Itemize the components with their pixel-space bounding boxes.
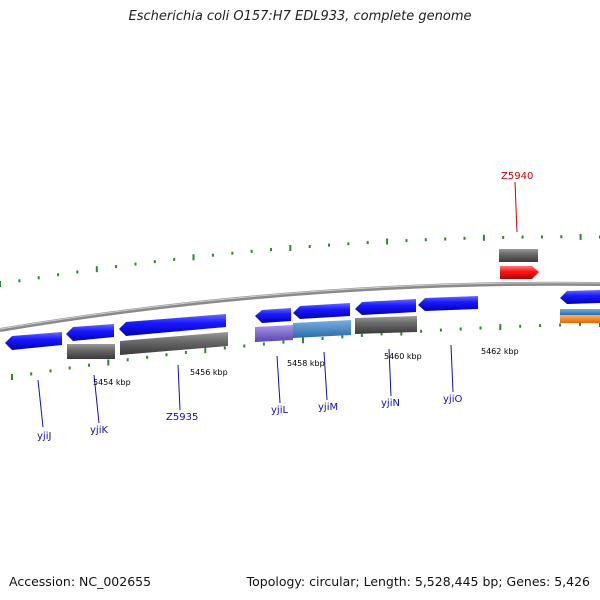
inner-tick-ring (11, 321, 600, 380)
feature-box-z5935 (120, 332, 228, 355)
leader-yjio (450, 344, 454, 393)
leader-z5940 (514, 181, 518, 233)
feature-box-right-steel (560, 309, 600, 315)
gene-label-z5935[interactable]: Z5935 (166, 412, 198, 423)
leader-yjim (323, 351, 328, 401)
gene-arrow-yjil[interactable] (255, 308, 291, 323)
feature-box-yjik (67, 344, 115, 359)
feature-track-boxes (67, 249, 600, 359)
gene-leader-lines (37, 181, 518, 428)
gene-label-yjik[interactable]: yjiK (90, 425, 108, 436)
gene-label-yjin[interactable]: yjiN (381, 398, 400, 409)
map-title: Escherichia coli O157:H7 EDL933, complet… (128, 9, 472, 24)
gene-label-yjij[interactable]: yjiJ (37, 431, 51, 442)
gene-arrow-yjik[interactable] (66, 324, 114, 341)
gene-arrow-yjin[interactable] (355, 299, 416, 315)
scale-label-5456: 5456 kbp (190, 368, 228, 377)
feature-box-yjim-steel (293, 320, 351, 338)
leader-yjin (388, 348, 392, 397)
leader-yjil (276, 355, 281, 404)
outer-tick-ring (0, 233, 600, 287)
scale-label-5458: 5458 kbp (287, 359, 325, 368)
gene-arrow-z5940[interactable] (500, 266, 539, 279)
gene-label-z5940[interactable]: Z5940 (501, 171, 533, 182)
leader-yjik (93, 374, 100, 424)
genome-summary-text: Topology: circular; Length: 5,528,445 bp… (246, 574, 590, 589)
genome-backbone (0, 281, 600, 332)
gene-label-yjil[interactable]: yjiL (271, 405, 288, 416)
gene-name-labels: yjiJ yjiK Z5935 yjiL yjiM yjiN yjiO Z594… (37, 171, 533, 442)
gene-label-yjio[interactable]: yjiO (443, 394, 462, 405)
leader-yjij (37, 379, 44, 428)
gene-arrow-right-edge[interactable] (560, 290, 600, 304)
gene-label-yjim[interactable]: yjiM (318, 402, 338, 413)
scale-label-5454: 5454 kbp (93, 378, 131, 387)
gene-arrows (5, 266, 600, 350)
feature-box-z5940 (499, 249, 538, 262)
scale-label-5462: 5462 kbp (481, 347, 519, 356)
gene-arrow-yjim[interactable] (293, 303, 350, 319)
gene-arrow-yjio[interactable] (418, 296, 478, 311)
scale-labels: 5454 kbp 5456 kbp 5458 kbp 5460 kbp 5462… (93, 347, 519, 387)
leader-z5935 (177, 364, 181, 411)
feature-box-right-orange (560, 315, 600, 323)
feature-box-yjin (355, 316, 417, 334)
gene-arrow-z5935[interactable] (119, 314, 226, 336)
accession-text: Accession: NC_002655 (9, 574, 152, 589)
scale-label-5460: 5460 kbp (384, 352, 422, 361)
feature-box-yjil-purple (255, 325, 293, 342)
genome-backbone-highlight (0, 282, 600, 330)
gene-arrow-yjij[interactable] (5, 332, 62, 350)
